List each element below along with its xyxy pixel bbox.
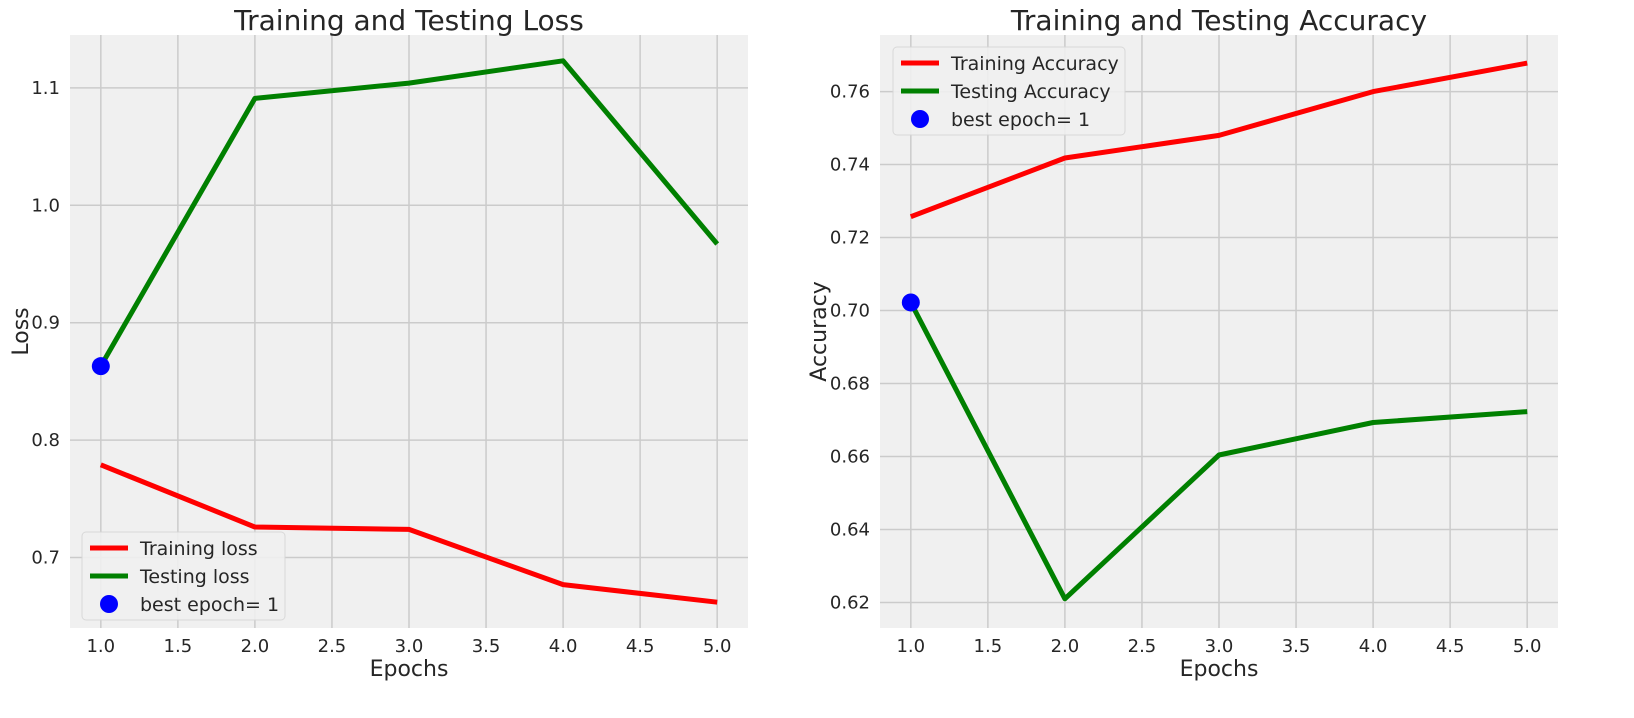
legend-entry: best epoch= 1	[951, 109, 1090, 131]
y-tick-label: 0.74	[830, 155, 870, 176]
y-tick-label: 0.70	[830, 301, 870, 322]
legend-swatch-point	[100, 595, 118, 613]
accuracy-chart: 1.0 1.5 2.0 2.5 3.0 3.5 4.0 4.5 5.0 0.62 0.64 0.66 0…	[807, 4, 1558, 682]
x-tick-label: 1.5	[164, 636, 193, 657]
x-tick-label: 4.0	[1359, 636, 1388, 657]
legend-entry: Testing loss	[139, 566, 250, 588]
chart-title: Training and Testing Accuracy	[1010, 4, 1427, 37]
x-tick-label: 5.0	[703, 636, 732, 657]
x-tick-label: 3.5	[1282, 636, 1311, 657]
y-tick-label: 0.62	[830, 592, 870, 613]
legend-entry: Training Accuracy	[950, 53, 1119, 75]
x-tick-label: 1.5	[974, 636, 1003, 657]
y-tick-label: 0.64	[830, 519, 870, 540]
y-tick-label: 0.72	[830, 228, 870, 249]
best-epoch-point	[901, 293, 920, 312]
x-tick-label: 1.0	[86, 636, 115, 657]
x-axis-label: Epochs	[1180, 657, 1259, 682]
best-epoch-point	[91, 357, 110, 376]
x-tick-label: 4.0	[549, 636, 578, 657]
series-line-training	[99, 462, 718, 605]
y-tick-label: 0.8	[31, 430, 60, 451]
y-tick-label: 0.9	[31, 313, 60, 334]
x-tick-label: 3.5	[472, 636, 501, 657]
x-tick-label: 2.0	[241, 636, 270, 657]
chart-title: Training and Testing Loss	[233, 4, 584, 37]
x-tick-label: 4.5	[1436, 636, 1465, 657]
legend-entry: Training loss	[139, 538, 258, 560]
y-tick-label: 0.7	[31, 548, 60, 569]
x-tick-label: 3.0	[1205, 636, 1234, 657]
legend: Training loss Testing loss best epoch= 1	[81, 531, 286, 621]
x-tick-label: 5.0	[1513, 636, 1542, 657]
y-tick-label: 1.0	[31, 195, 60, 216]
y-axis-label: Accuracy	[807, 281, 832, 381]
legend: Training Accuracy Testing Accuracy best ep…	[892, 46, 1126, 136]
legend-box	[892, 46, 1126, 136]
legend-swatch-point	[911, 110, 929, 128]
loss-chart: 1.0 1.5 2.0 2.5 3.0 3.5 4.0 4.5 5.0 0.7 0.8 0.9 1.0 1…	[9, 4, 748, 682]
x-tick-label: 2.0	[1051, 636, 1080, 657]
y-tick-label: 0.68	[830, 374, 870, 395]
x-tick-label: 1.0	[896, 636, 925, 657]
x-tick-label: 4.5	[626, 636, 655, 657]
series-line-training	[909, 60, 1528, 220]
x-tick-label: 2.5	[1128, 636, 1157, 657]
x-axis-label: Epochs	[370, 657, 449, 682]
y-tick-label: 0.76	[830, 82, 870, 103]
legend-entry: best epoch= 1	[140, 594, 279, 616]
series-line-testing	[908, 301, 1528, 602]
x-tick-label: 2.5	[318, 636, 347, 657]
x-tick-label: 3.0	[395, 636, 424, 657]
series-line-testing	[98, 58, 720, 368]
y-axis-label: Loss	[9, 307, 34, 355]
legend-box	[81, 531, 286, 621]
y-tick-label: 1.1	[31, 78, 60, 99]
legend-entry: Testing Accuracy	[950, 81, 1111, 103]
y-tick-label: 0.66	[830, 446, 870, 467]
